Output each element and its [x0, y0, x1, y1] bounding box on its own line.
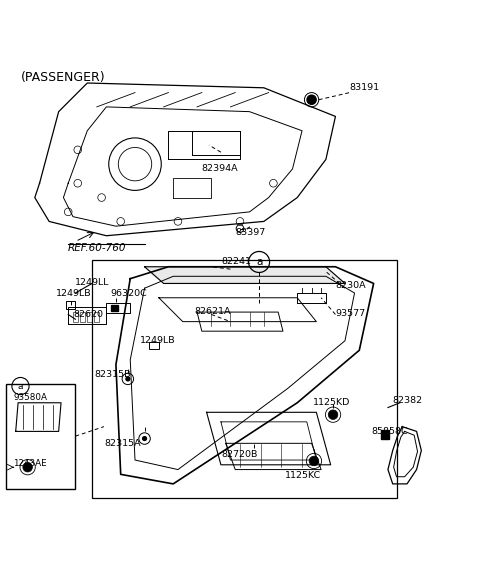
- FancyBboxPatch shape: [6, 384, 75, 489]
- FancyBboxPatch shape: [92, 260, 397, 498]
- Text: 85858C: 85858C: [371, 427, 408, 436]
- Text: 93577: 93577: [336, 309, 366, 318]
- Text: 96320C: 96320C: [110, 288, 147, 298]
- Text: 1243AE: 1243AE: [13, 459, 47, 468]
- Text: a: a: [18, 381, 23, 390]
- Circle shape: [307, 95, 316, 104]
- Bar: [73, 312, 78, 322]
- Text: 1125KD: 1125KD: [312, 398, 350, 407]
- Bar: [381, 430, 389, 438]
- Text: 1249LL: 1249LL: [75, 278, 110, 287]
- Circle shape: [143, 437, 146, 441]
- Polygon shape: [144, 267, 345, 284]
- Text: 1249LB: 1249LB: [56, 289, 92, 298]
- Circle shape: [328, 410, 338, 420]
- Text: 82720B: 82720B: [221, 450, 257, 459]
- Circle shape: [126, 377, 130, 381]
- Bar: [87, 312, 92, 322]
- Text: 83397: 83397: [235, 229, 265, 237]
- Text: 82621A: 82621A: [195, 306, 231, 316]
- Text: 8230A: 8230A: [336, 281, 366, 290]
- Circle shape: [23, 462, 33, 472]
- Text: 82315B: 82315B: [95, 370, 131, 379]
- Bar: [149, 342, 159, 349]
- Bar: [80, 312, 85, 322]
- Text: 83191: 83191: [350, 83, 380, 92]
- Text: 1249LB: 1249LB: [140, 336, 175, 345]
- Text: REF.60-760: REF.60-760: [68, 243, 127, 253]
- Text: 82394A: 82394A: [202, 165, 239, 173]
- Text: 82620: 82620: [73, 310, 103, 319]
- Text: 1125KC: 1125KC: [285, 471, 322, 481]
- Text: 82382: 82382: [393, 396, 423, 405]
- Bar: [111, 305, 118, 311]
- Text: (PASSENGER): (PASSENGER): [21, 71, 105, 84]
- Text: 82241: 82241: [221, 257, 251, 267]
- Text: a: a: [256, 257, 262, 267]
- Bar: [66, 301, 75, 309]
- Bar: [95, 312, 99, 322]
- Text: 82315A: 82315A: [104, 439, 141, 448]
- Circle shape: [309, 456, 319, 466]
- Text: 93580A: 93580A: [13, 393, 48, 403]
